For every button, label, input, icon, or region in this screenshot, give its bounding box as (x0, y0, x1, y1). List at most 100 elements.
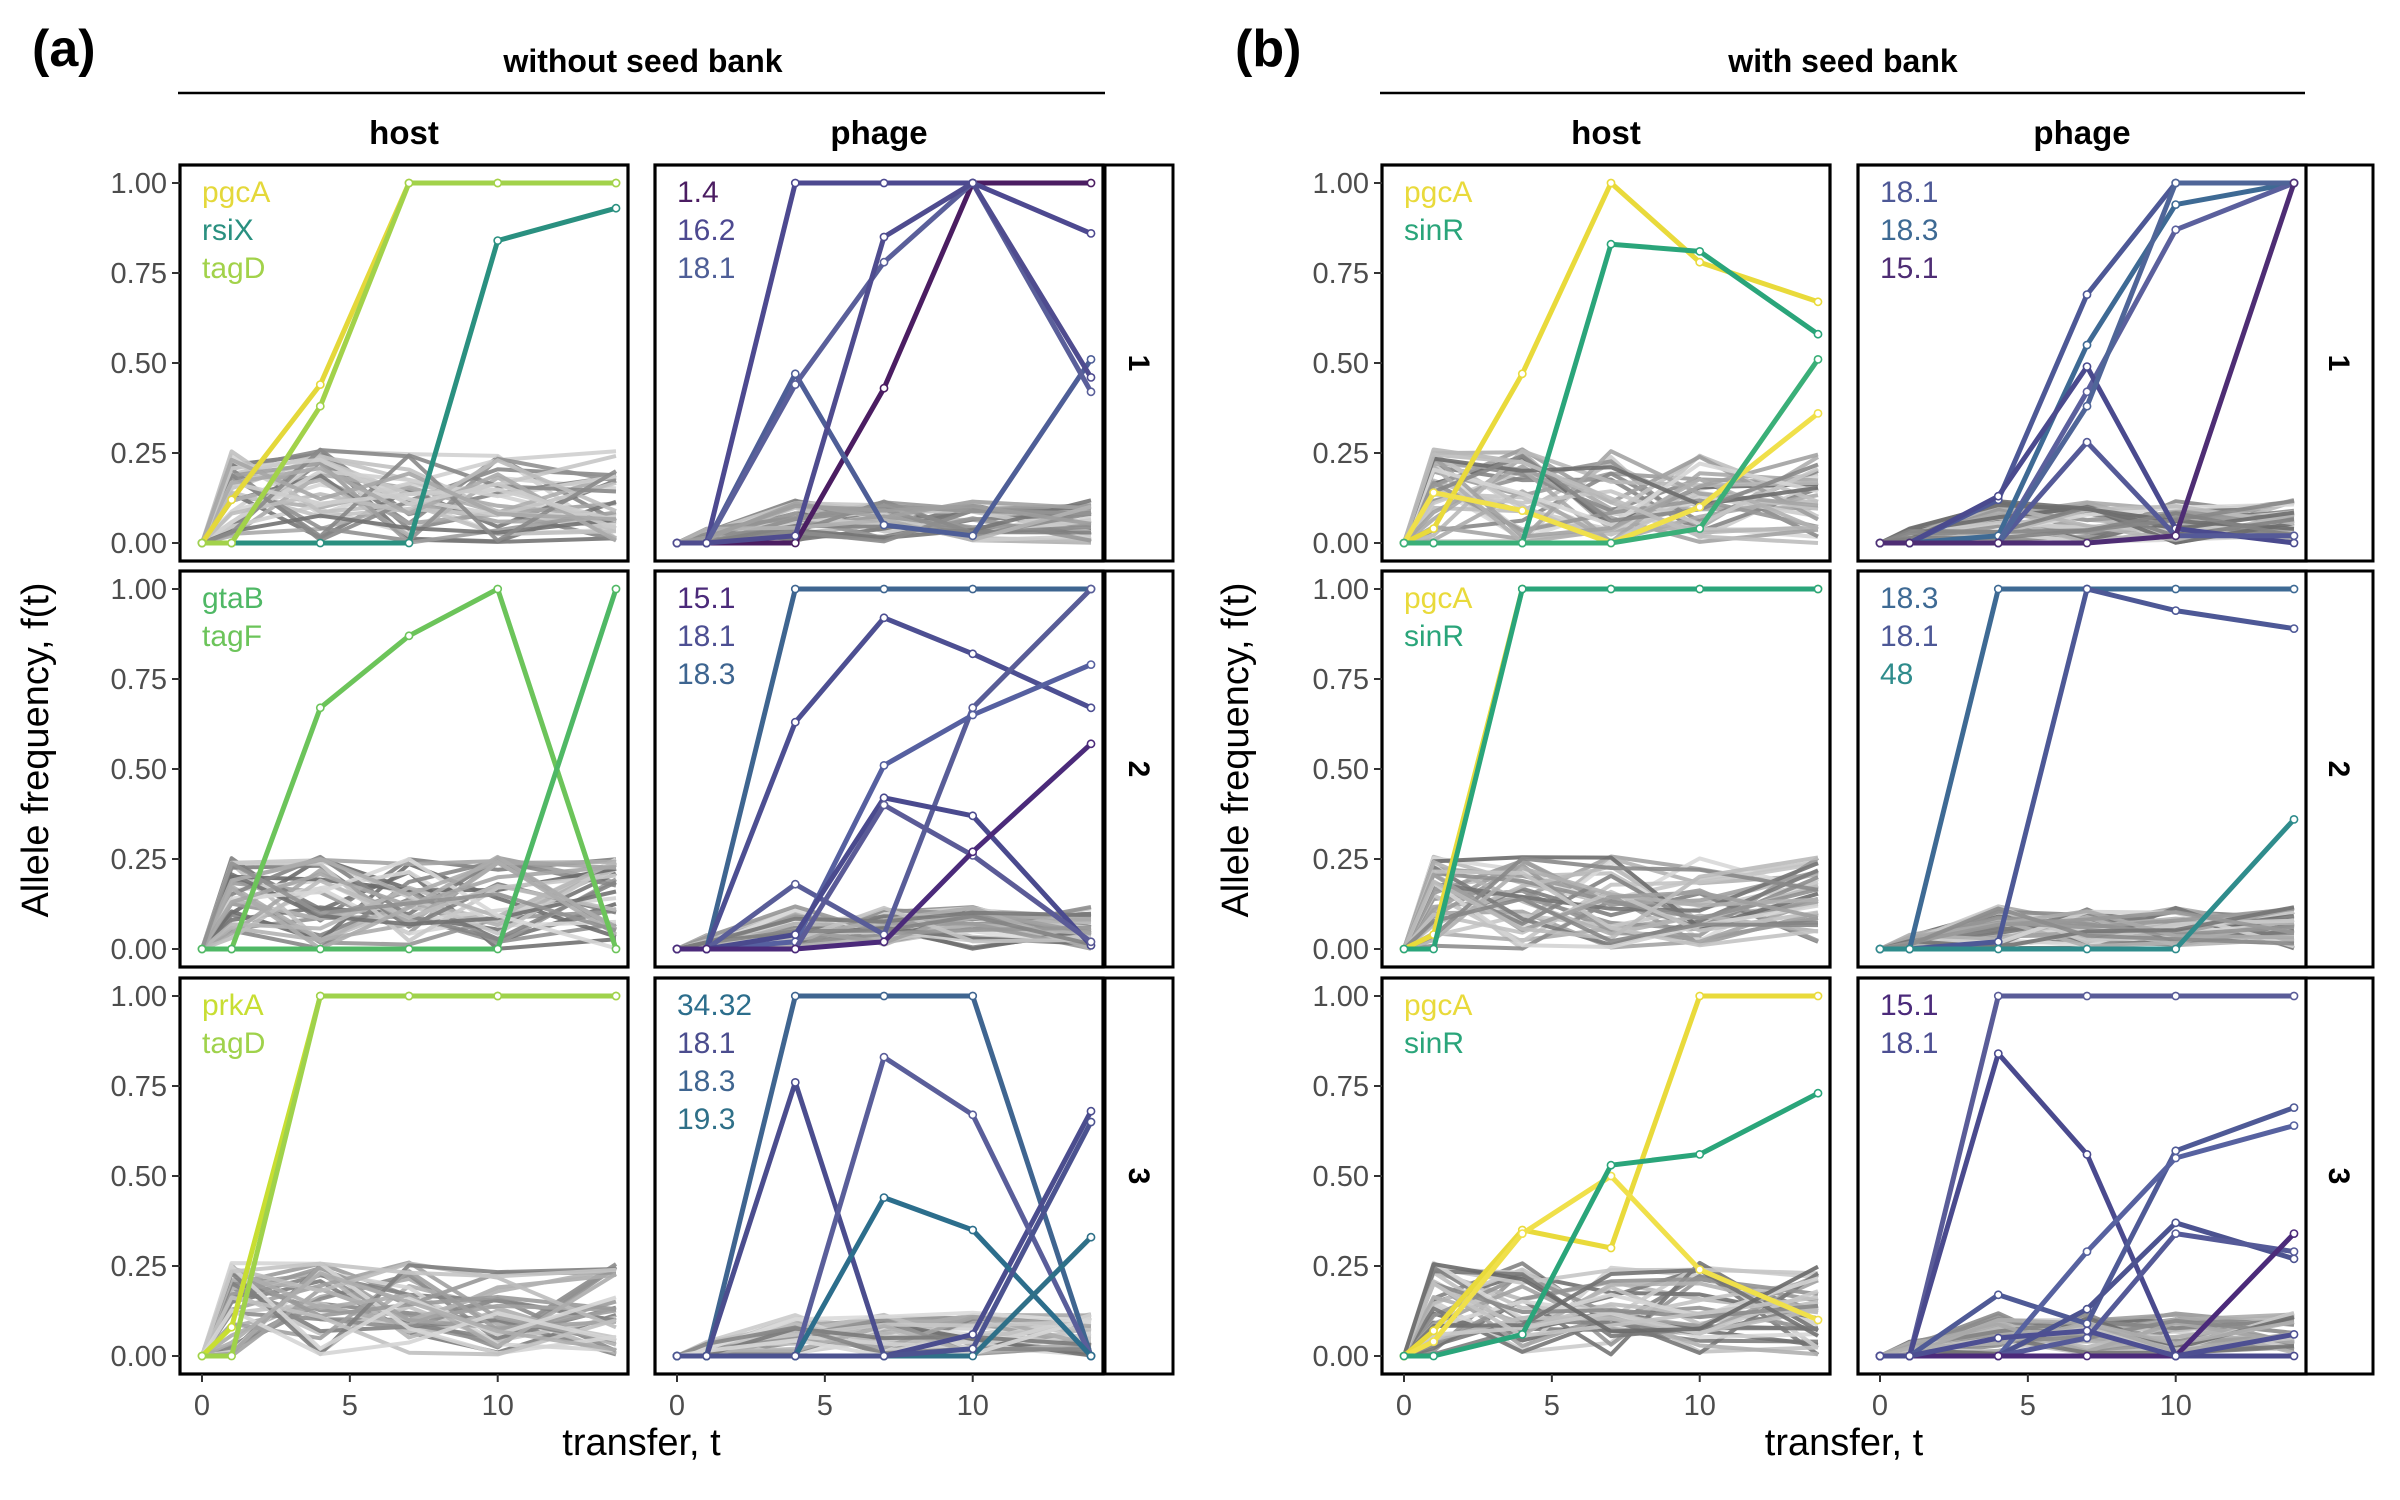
background-series-line (1402, 855, 1819, 950)
data-point (1086, 739, 1096, 749)
data-point (2082, 991, 2092, 1001)
data-point (2289, 815, 2299, 824)
facet-phage-3: 15.1 18.1 0 5 10 (1856, 976, 2308, 1422)
strip-column-host: host (369, 114, 439, 151)
data-point (1813, 329, 1823, 339)
data-point (879, 761, 889, 770)
data-point (197, 944, 207, 954)
data-point (1813, 297, 1823, 307)
y-tick-label: 0.25 (111, 844, 167, 876)
data-point (2289, 538, 2299, 548)
background-series-line (1879, 909, 2295, 951)
data-point (1813, 408, 1823, 418)
data-point (1429, 1326, 1438, 1336)
x-tick-label: 10 (482, 1390, 514, 1422)
strip-row-box (1103, 163, 1175, 563)
data-point (2171, 225, 2181, 235)
data-point (315, 703, 325, 713)
strip-column-phage: phage (2033, 114, 2130, 151)
data-point (879, 257, 889, 267)
y-tick-label: 0.50 (1313, 1161, 1369, 1193)
data-point (2171, 584, 2181, 594)
series-line (677, 741, 1093, 952)
data-point (1695, 257, 1705, 267)
data-point (790, 930, 800, 939)
y-tick-label: 0.75 (111, 258, 167, 290)
facet-background (655, 978, 1103, 1374)
data-point (2082, 538, 2092, 548)
data-point (2082, 944, 2092, 954)
data-point (1993, 538, 2003, 548)
data-point (1606, 538, 1616, 548)
series-line (202, 180, 616, 546)
data-point (1813, 991, 1823, 1001)
series-line (1404, 1090, 1820, 1359)
strip-row-label: 3 (1122, 1168, 1155, 1185)
facet-border (1856, 976, 2308, 1376)
series-line (1404, 357, 1821, 546)
background-series-line (200, 457, 617, 544)
data-point (2082, 401, 2092, 411)
data-point (1695, 991, 1705, 1001)
y-tick-label: 1.00 (1313, 168, 1369, 200)
series-label: 15.1 (1880, 989, 1938, 1022)
y-tick-label: 0.50 (111, 348, 167, 380)
facet-host-2: gtaB tagF 0.00 0.25 0.50 0.75 1.00 (111, 569, 630, 969)
data-point (2289, 1330, 2299, 1339)
data-point (968, 1110, 978, 1120)
data-point (968, 1225, 978, 1235)
data-point (493, 584, 503, 594)
data-point (1429, 1351, 1438, 1361)
y-tick-label: 0.25 (1313, 1251, 1369, 1283)
data-point (790, 944, 800, 954)
background-series-line (1403, 1260, 1819, 1358)
data-point (1813, 354, 1823, 364)
background-lines (676, 1310, 1092, 1358)
facet-host-1: pgcA sinR 0.00 0.25 0.50 0.75 1.00 (1313, 163, 1832, 563)
data-point (672, 1351, 682, 1361)
strip-row-box (1103, 569, 1175, 969)
data-point (2082, 290, 2092, 299)
data-point (1813, 1088, 1823, 1098)
data-point (790, 991, 800, 1001)
data-point (1993, 584, 2003, 594)
data-point (879, 937, 889, 947)
background-series-line (200, 1308, 617, 1358)
facet-border (653, 569, 1105, 969)
series-line (202, 588, 619, 952)
data-point (1813, 584, 1823, 594)
data-point (968, 847, 978, 857)
data-point (1993, 1049, 2003, 1058)
y-tick-label: 0.75 (111, 664, 167, 696)
series-line (677, 1120, 1094, 1359)
series-label: 18.1 (1880, 176, 1938, 209)
data-point (197, 1351, 207, 1361)
data-point (1429, 538, 1438, 548)
y-tick-label: 0.75 (1313, 1071, 1369, 1103)
data-point (1993, 1333, 2003, 1343)
background-series-line (200, 1261, 617, 1357)
series-line (1404, 586, 1818, 952)
data-point (968, 1351, 978, 1361)
background-series-line (1402, 1281, 1819, 1357)
data-point (315, 401, 325, 411)
x-tick-label: 5 (1544, 1390, 1560, 1422)
y-axis-title: Allele frequency, f(t) (1215, 582, 1257, 917)
data-point (879, 1193, 889, 1202)
data-point (968, 584, 978, 594)
facet-border (653, 976, 1105, 1376)
data-point (1517, 538, 1527, 548)
series-label: rsiX (202, 214, 254, 247)
series-label: 18.3 (1880, 214, 1938, 247)
data-point (2082, 437, 2092, 447)
data-point (404, 538, 414, 548)
series-label: 18.1 (1880, 1027, 1938, 1060)
data-point (227, 1351, 236, 1361)
series-line (1402, 993, 1818, 1358)
background-series-line (676, 504, 1092, 545)
data-point (2171, 1153, 2181, 1163)
data-point (227, 1322, 236, 1332)
background-lines (1402, 1260, 1820, 1358)
facet-border (1856, 569, 2308, 969)
y-tick-label: 1.00 (111, 168, 167, 200)
